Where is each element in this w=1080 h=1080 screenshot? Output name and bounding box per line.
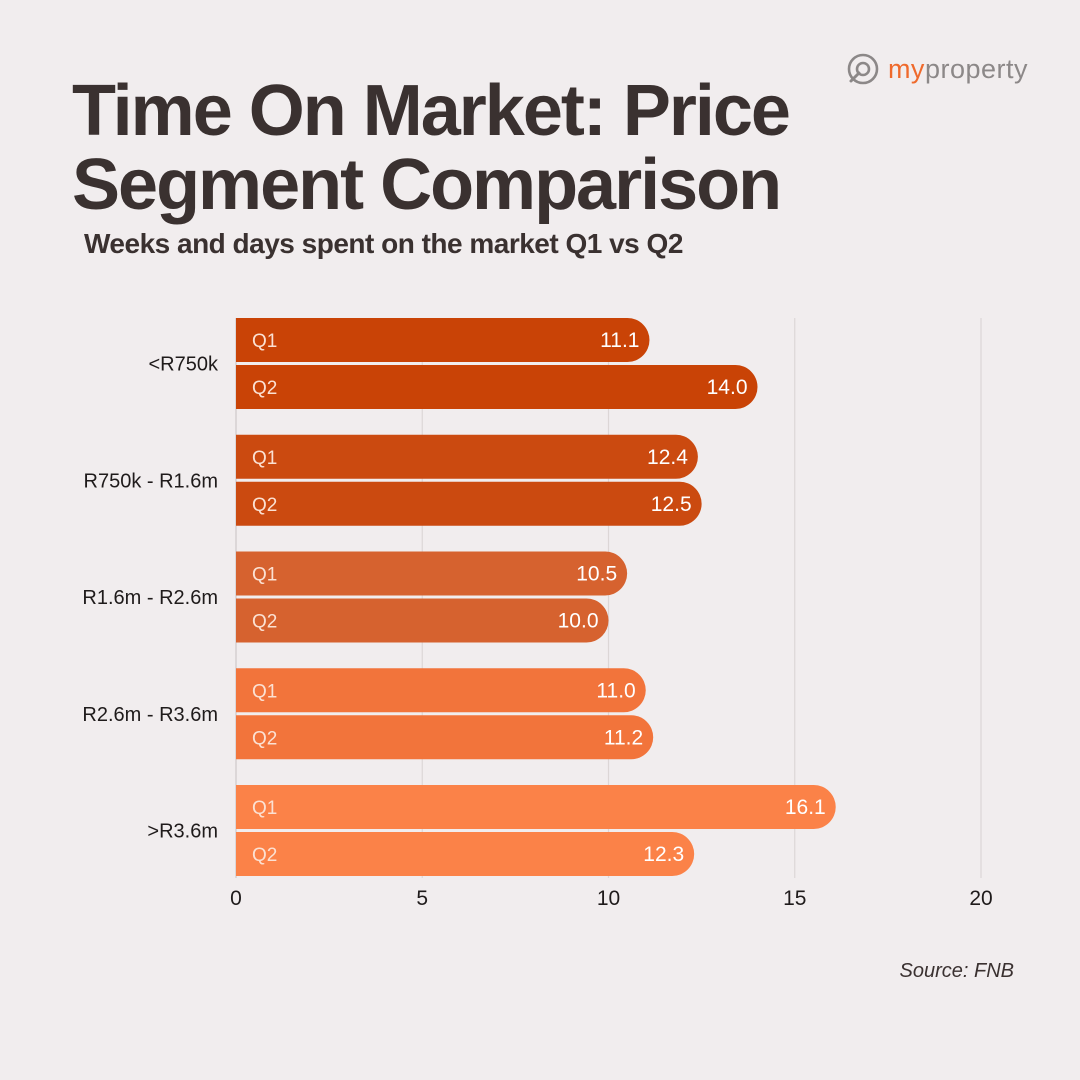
bar-q2-3 <box>236 715 654 760</box>
bar-series-label: Q1 <box>252 798 277 819</box>
chart-subtitle: Weeks and days spent on the market Q1 vs… <box>84 228 683 259</box>
bar-q1-1 <box>236 434 698 479</box>
bar-q2-1 <box>236 481 702 526</box>
bar-q2-2 <box>236 598 609 643</box>
brand-name: myproperty <box>887 53 1028 84</box>
bar-q1-4 <box>236 785 836 829</box>
brand-logo: myproperty <box>846 52 1028 86</box>
bar-series-label: Q2 <box>252 612 277 633</box>
bar-q1-0 <box>236 318 650 362</box>
bar-series-label: Q2 <box>252 495 277 516</box>
bar-value-label: 10.5 <box>576 563 617 586</box>
bar-layer <box>236 318 836 876</box>
source-note: Source: FNB <box>899 960 1014 982</box>
category-label: R750k - R1.6m <box>84 470 219 492</box>
category-label: R2.6m - R3.6m <box>82 704 218 726</box>
bar-series-label: Q2 <box>252 378 277 399</box>
bar-q1-2 <box>236 551 628 596</box>
bar-value-label: 12.3 <box>643 843 684 866</box>
bar-value-label: 10.0 <box>558 610 599 633</box>
x-tick-label: 0 <box>230 887 242 910</box>
bar-value-label: 14.0 <box>707 376 748 399</box>
bar-value-label: 11.1 <box>600 329 639 352</box>
bar-value-label: 16.1 <box>785 796 826 819</box>
bar-series-label: Q1 <box>252 681 277 702</box>
bar-series-label: Q1 <box>252 331 277 352</box>
category-label: <R750k <box>149 354 219 376</box>
x-tick-label: 10 <box>597 887 620 910</box>
grid-layer <box>235 318 982 878</box>
category-label: >R3.6m <box>147 821 218 843</box>
bar-q2-0 <box>236 365 758 409</box>
bar-series-label: Q2 <box>252 845 277 866</box>
label-layer: 0 5 10 15 20 Q1 11.1 Q2 14.0 <R750k Q1 12.4 Q2 12.5 R7… <box>82 329 992 910</box>
bar-value-label: 11.0 <box>596 679 635 702</box>
bar-value-label: 11.2 <box>604 726 643 749</box>
bar-q1-3 <box>236 668 646 713</box>
bar-series-label: Q2 <box>252 728 277 749</box>
bar-value-label: 12.4 <box>647 446 688 469</box>
bar-series-label: Q1 <box>252 448 277 469</box>
x-tick-label: 5 <box>416 887 428 910</box>
bar-series-label: Q1 <box>252 565 277 586</box>
x-tick-label: 20 <box>969 887 992 910</box>
category-label: R1.6m - R2.6m <box>82 587 218 609</box>
magnifier-house-icon <box>847 53 879 85</box>
bar-value-label: 12.5 <box>651 493 692 516</box>
page-title: Time On Market: Price Segment Comparison <box>72 71 791 225</box>
x-tick-label: 15 <box>783 887 806 910</box>
bar-q2-4 <box>236 832 695 876</box>
